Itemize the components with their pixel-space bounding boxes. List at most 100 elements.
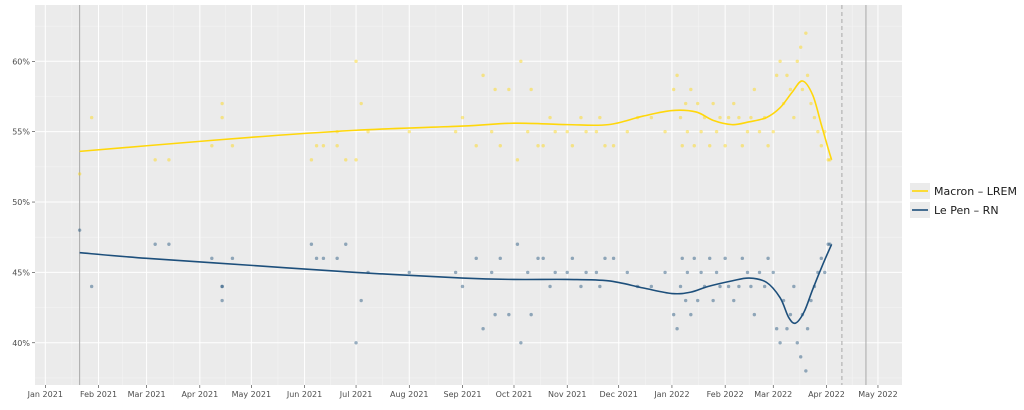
poll-point xyxy=(354,341,358,345)
poll-point xyxy=(594,129,599,134)
poll-point xyxy=(723,144,727,148)
y-tick-label: 45% xyxy=(12,268,30,277)
poll-point xyxy=(778,341,782,345)
poll-point xyxy=(771,129,775,134)
poll-point xyxy=(453,129,458,134)
poll-point xyxy=(498,256,502,261)
y-tick-label: 40% xyxy=(12,339,30,348)
poll-point xyxy=(359,101,363,106)
poll-point xyxy=(826,158,830,162)
x-tick-label: Apr 2022 xyxy=(808,390,845,399)
poll-point xyxy=(515,242,520,246)
y-axis: 40% 45% 50% 55% 60% xyxy=(12,57,35,348)
poll-point xyxy=(489,270,494,275)
poll-point xyxy=(663,129,667,134)
poll-point xyxy=(692,256,696,261)
poll-point xyxy=(220,284,224,289)
poll-point xyxy=(548,284,552,289)
poll-point xyxy=(799,45,803,49)
poll-point xyxy=(675,327,679,331)
poll-point xyxy=(699,270,703,275)
poll-point xyxy=(692,144,696,148)
poll-point xyxy=(167,158,171,162)
poll-point xyxy=(407,270,411,275)
minor-grid xyxy=(35,5,902,385)
poll-point xyxy=(77,172,82,176)
poll-point xyxy=(460,284,465,289)
poll-point xyxy=(210,144,214,148)
poll-point xyxy=(685,129,690,134)
x-tick-label: Feb 2021 xyxy=(80,390,117,399)
poll-point xyxy=(611,256,616,261)
poll-point xyxy=(321,256,326,261)
poll-point xyxy=(553,270,557,275)
poll-point xyxy=(766,144,770,148)
poll-point xyxy=(689,312,693,317)
poll-point xyxy=(548,115,552,120)
poll-point xyxy=(314,256,319,261)
poll-point xyxy=(699,129,703,134)
poll-point xyxy=(757,129,762,134)
poll-point xyxy=(598,115,602,120)
poll-point xyxy=(570,256,575,261)
poll-point xyxy=(309,158,314,162)
x-tick-label: Feb 2022 xyxy=(707,390,744,399)
poll-point xyxy=(678,284,683,289)
poll-point xyxy=(529,312,533,317)
poll-point xyxy=(230,256,235,261)
poll-point xyxy=(711,101,715,106)
y-tick-label: 60% xyxy=(12,57,30,66)
x-tick-label: May 2021 xyxy=(232,390,271,399)
reference-lines xyxy=(79,5,867,385)
poll-point xyxy=(598,284,602,289)
poll-point xyxy=(77,228,82,232)
legend-label: Le Pen – RN xyxy=(934,204,999,217)
poll-point xyxy=(757,270,762,275)
poll-point xyxy=(816,129,820,134)
poll-point xyxy=(732,101,736,106)
poll-point xyxy=(800,87,805,92)
poll-point xyxy=(309,242,314,246)
poll-point xyxy=(695,101,700,106)
poll-point xyxy=(726,284,731,289)
poll-point xyxy=(804,31,808,35)
poll-point xyxy=(812,115,817,120)
poll-point xyxy=(594,270,599,275)
x-axis: Jan 2021 Feb 2021 Mar 2021 Apr 2021 May 2021… xyxy=(27,385,898,399)
poll-point xyxy=(359,298,363,303)
x-tick-label: Mar 2022 xyxy=(754,390,792,399)
poll-point xyxy=(536,144,540,148)
poll-point xyxy=(663,270,667,275)
poll-point xyxy=(335,144,339,148)
poll-point xyxy=(671,87,676,92)
poll-point xyxy=(766,256,770,261)
poll-point xyxy=(745,129,750,134)
poll-point xyxy=(344,242,348,246)
x-tick-label: Oct 2021 xyxy=(496,390,533,399)
poll-point xyxy=(481,327,485,331)
poll-point xyxy=(493,312,497,317)
poll-point xyxy=(529,87,533,92)
poll-point xyxy=(474,256,478,261)
y-tick-label: 50% xyxy=(12,198,30,207)
poll-point xyxy=(826,242,830,246)
poll-point xyxy=(805,73,810,78)
x-tick-label: Apr 2021 xyxy=(181,390,218,399)
poll-point xyxy=(718,284,722,289)
poll-point xyxy=(541,144,545,148)
poll-point xyxy=(788,312,793,317)
poll-point xyxy=(498,144,502,148)
poll-point xyxy=(762,284,767,289)
poll-point xyxy=(819,256,824,261)
poll-point xyxy=(685,270,690,275)
poll-point xyxy=(683,101,688,106)
poll-point xyxy=(603,144,607,148)
legend: Macron – LREM Le Pen – RN xyxy=(910,183,1017,218)
trend-lines xyxy=(79,80,833,325)
poll-point xyxy=(711,298,715,303)
poll-point xyxy=(526,270,530,275)
poll-point xyxy=(649,284,654,289)
poll-point xyxy=(354,158,358,162)
poll-point xyxy=(579,115,583,120)
